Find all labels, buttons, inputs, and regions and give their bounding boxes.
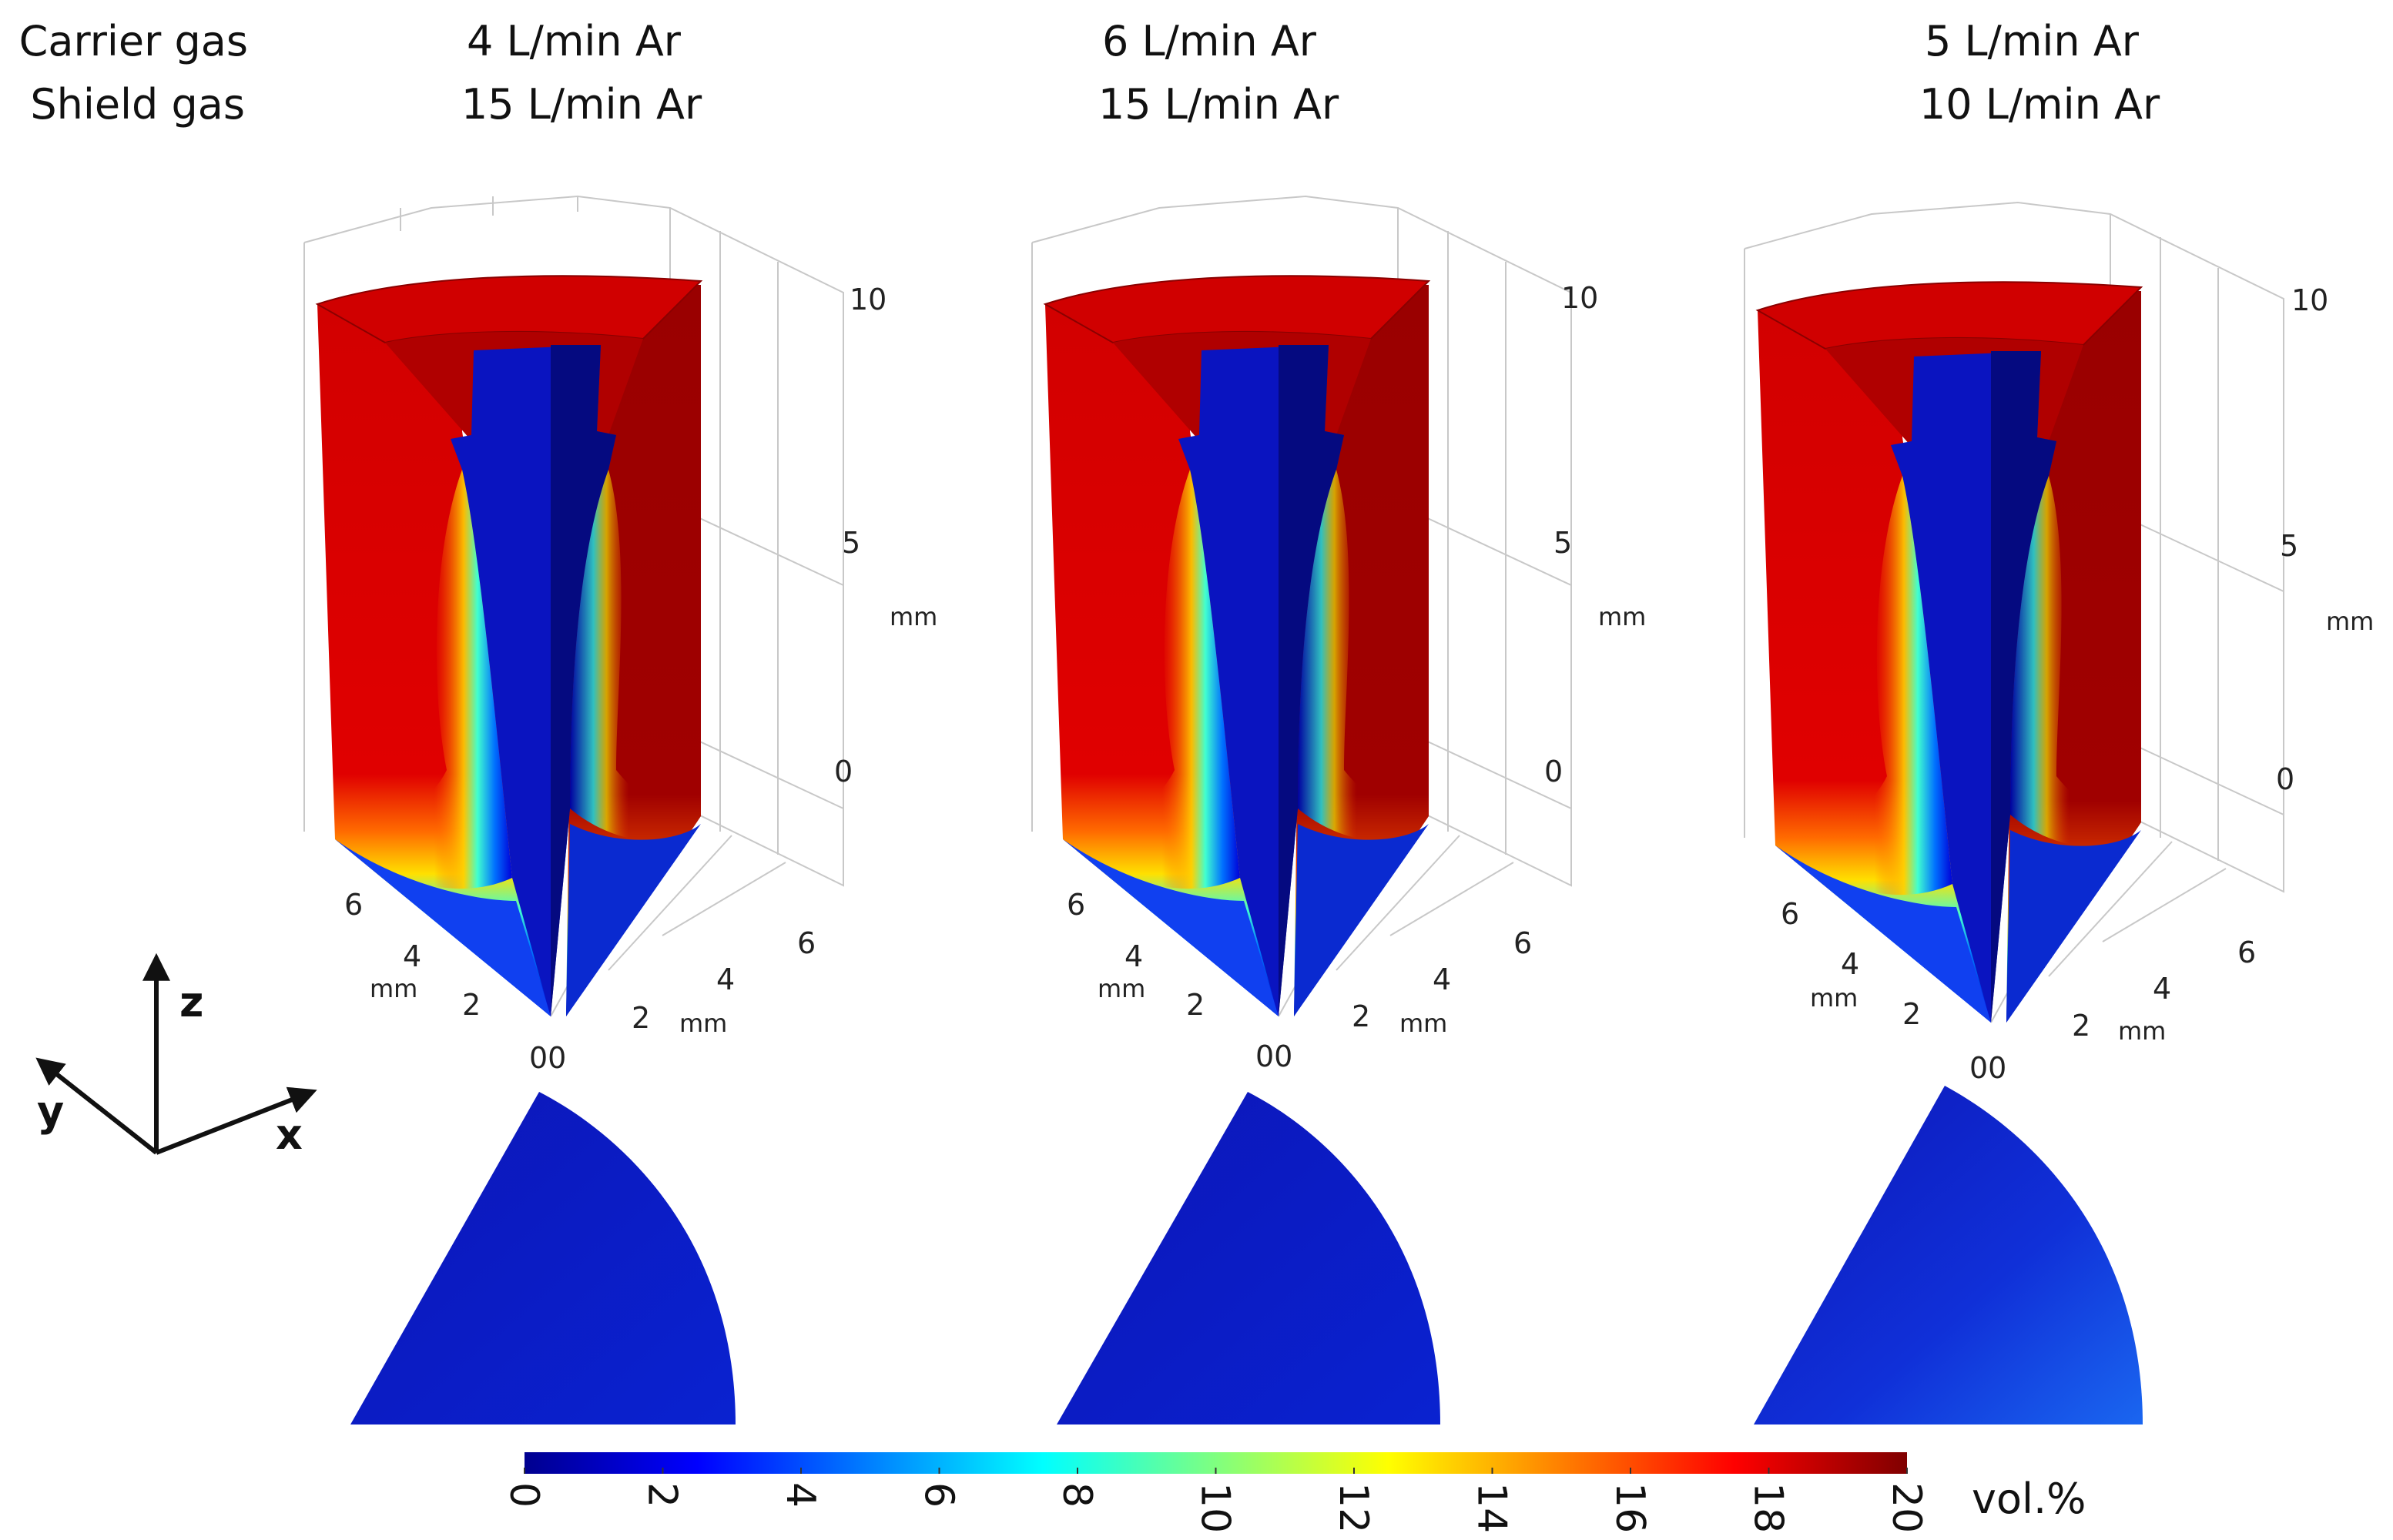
origin-label: 00 bbox=[1255, 1040, 1292, 1073]
x-tick-2: 2 bbox=[1352, 999, 1370, 1033]
x-tick-4: 4 bbox=[716, 962, 735, 996]
triad-x-label: x bbox=[276, 1110, 303, 1159]
z-tick-0: 0 bbox=[1544, 755, 1563, 788]
z-tick-5: 5 bbox=[842, 526, 860, 560]
case-1-carrier-label: 4 L/min Ar bbox=[467, 17, 681, 65]
x-tick-4: 4 bbox=[1433, 962, 1451, 996]
bottom-blue-region-side bbox=[1294, 824, 1429, 1016]
z-unit: mm bbox=[2326, 607, 2374, 636]
triad-y-label: y bbox=[37, 1087, 64, 1136]
x-tick-4: 4 bbox=[2153, 972, 2171, 1006]
top-ring bbox=[315, 275, 703, 344]
mixing-halo-front bbox=[339, 470, 512, 889]
top-ring bbox=[1755, 281, 2143, 350]
z-tick-5: 5 bbox=[1553, 526, 1572, 560]
z-tick-10: 10 bbox=[2291, 283, 2328, 317]
x-unit: mm bbox=[2118, 1016, 2166, 1046]
bottom-blue-region bbox=[1063, 839, 1279, 1016]
colorbar-ticks: 0 2 4 6 8 10 12 14 16 18 20 bbox=[501, 1468, 1929, 1533]
colorbar-tick-label: 14 bbox=[1469, 1482, 1515, 1533]
center-jet-shade bbox=[1279, 345, 1344, 1016]
y-tick-2: 2 bbox=[1186, 988, 1205, 1022]
center-jet-shade bbox=[1991, 351, 2056, 1023]
y-unit: mm bbox=[1810, 983, 1858, 1013]
colorbar-tick-label: 10 bbox=[1192, 1482, 1238, 1533]
block-3d-case-2 bbox=[1031, 195, 1572, 1017]
colorbar-tick-label: 12 bbox=[1330, 1482, 1376, 1533]
triad-z-label: z bbox=[179, 978, 203, 1026]
colorbar-tick-label: 0 bbox=[501, 1482, 547, 1508]
center-jet-shade bbox=[551, 345, 616, 1016]
x-axis-arrow bbox=[155, 1086, 317, 1155]
bottom-section-case-1 bbox=[350, 1092, 736, 1424]
z-tick-0: 0 bbox=[2276, 762, 2294, 796]
bottom-blue-region-side bbox=[2006, 830, 2141, 1023]
case-2-carrier-label: 6 L/min Ar bbox=[1102, 17, 1316, 65]
x-tick-2: 2 bbox=[2072, 1009, 2090, 1043]
carrier-gas-row-label: Carrier gas bbox=[18, 17, 248, 65]
bottom-blue-region bbox=[1775, 845, 1991, 1023]
bottom-section-case-3 bbox=[1754, 1086, 2143, 1424]
colorbar-tick-label: 6 bbox=[916, 1482, 962, 1508]
bottom-section-case-2 bbox=[1057, 1092, 1440, 1424]
y-tick-4: 4 bbox=[1841, 947, 1859, 981]
z-unit: mm bbox=[1598, 602, 1646, 631]
case-3-carrier-label: 5 L/min Ar bbox=[1925, 17, 2139, 65]
shield-gas-row-label: Shield gas bbox=[30, 80, 245, 129]
colorbar-tick-label: 4 bbox=[777, 1482, 823, 1508]
y-tick-2: 2 bbox=[462, 988, 481, 1022]
axis-labels-case-2: 10 5 mm 0 6 4 mm 2 00 2 mm 4 6 bbox=[1067, 281, 1646, 1073]
x-tick-2: 2 bbox=[632, 1001, 650, 1035]
z-tick-0: 0 bbox=[834, 755, 853, 788]
origin-label: 00 bbox=[529, 1041, 566, 1075]
y-tick-6: 6 bbox=[1781, 897, 1799, 931]
z-tick-5: 5 bbox=[2280, 529, 2298, 563]
axis-labels-case-3: 10 5 mm 0 6 4 mm 2 00 2 mm 4 6 bbox=[1781, 283, 2374, 1085]
coordinate-triad bbox=[35, 952, 317, 1155]
x-tick-6: 6 bbox=[2237, 936, 2256, 969]
mixing-halo-front bbox=[1067, 470, 1240, 889]
case-1-shield-label: 15 L/min Ar bbox=[461, 80, 702, 129]
x-unit: mm bbox=[1399, 1009, 1447, 1038]
y-unit: mm bbox=[370, 974, 417, 1003]
block-3d-case-3 bbox=[1744, 201, 2284, 1023]
bottom-blue-region-side bbox=[566, 824, 701, 1016]
y-tick-2: 2 bbox=[1902, 997, 1921, 1031]
mixing-halo-front bbox=[1779, 476, 1952, 896]
colorbar-tick-label: 18 bbox=[1745, 1482, 1791, 1533]
z-unit: mm bbox=[890, 602, 937, 631]
y-tick-4: 4 bbox=[403, 939, 421, 973]
y-tick-6: 6 bbox=[344, 888, 363, 922]
origin-label: 00 bbox=[1969, 1051, 2006, 1085]
y-axis-arrow bbox=[35, 1057, 158, 1155]
mixing-halo-side bbox=[2010, 476, 2141, 848]
bottom-blue-region bbox=[335, 839, 551, 1016]
z-tick-10: 10 bbox=[1561, 281, 1598, 315]
top-ring bbox=[1043, 275, 1431, 344]
colorbar-unit: vol.% bbox=[1972, 1475, 2086, 1523]
x-unit: mm bbox=[679, 1009, 727, 1038]
x-tick-6: 6 bbox=[1513, 926, 1532, 960]
mixing-halo-side bbox=[1298, 470, 1429, 842]
colorbar-tick-label: 20 bbox=[1883, 1482, 1929, 1533]
y-tick-4: 4 bbox=[1124, 939, 1143, 973]
axis-labels-case-1: 10 5 mm 0 6 4 mm 2 00 2 mm 4 6 bbox=[344, 283, 937, 1075]
case-3-shield-label: 10 L/min Ar bbox=[1919, 80, 2160, 129]
y-unit: mm bbox=[1098, 974, 1145, 1003]
z-tick-10: 10 bbox=[850, 283, 886, 316]
x-tick-6: 6 bbox=[797, 926, 816, 960]
y-tick-6: 6 bbox=[1067, 888, 1085, 922]
block-3d-case-1 bbox=[303, 195, 844, 1017]
case-2-shield-label: 15 L/min Ar bbox=[1098, 80, 1339, 129]
colorbar-tick-label: 8 bbox=[1054, 1482, 1100, 1508]
colorbar-tick-label: 2 bbox=[639, 1482, 685, 1508]
colorbar-tick-label: 16 bbox=[1607, 1482, 1653, 1533]
mixing-halo-side bbox=[570, 470, 701, 842]
